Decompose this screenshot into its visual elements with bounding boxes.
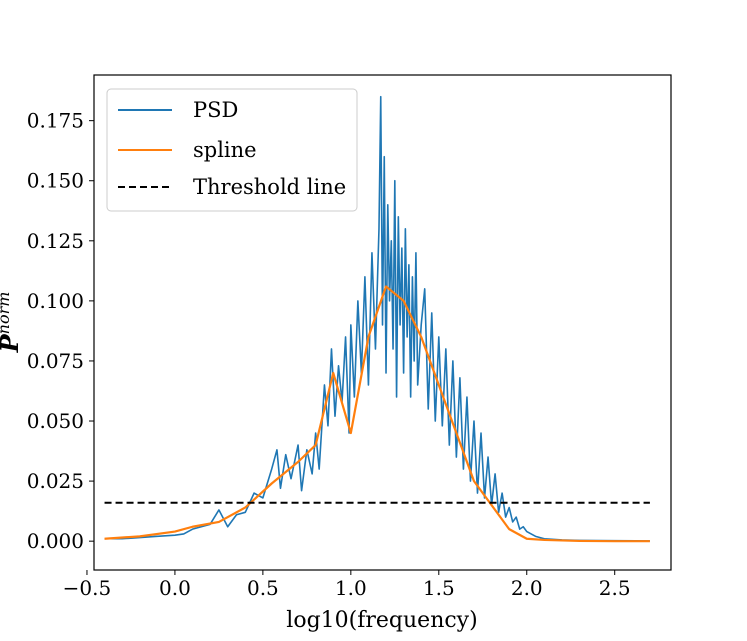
y-tick-label: 0.025 xyxy=(27,469,84,493)
legend-spline-label: spline xyxy=(193,138,257,162)
x-axis: −0.5 0.0 0.5 1.0 1.5 2.0 2.5 xyxy=(63,570,631,600)
x-tick-label: 0.0 xyxy=(159,576,191,600)
y-tick-label: 0.100 xyxy=(27,289,84,313)
y-tick-label: 0.175 xyxy=(27,109,84,133)
y-tick-label: 0.050 xyxy=(27,409,84,433)
series-spline xyxy=(104,285,650,543)
x-tick-label: 2.0 xyxy=(511,576,543,600)
y-tick-label: 0.075 xyxy=(27,349,84,373)
x-tick-label: 1.0 xyxy=(335,576,367,600)
y-axis-label-superscript: norm xyxy=(0,292,13,335)
series-layer xyxy=(104,95,650,543)
x-axis-label: log10(frequency) xyxy=(286,608,477,633)
y-axis: 0.000 0.025 0.050 0.075 0.100 0.125 0.150 0.175 xyxy=(27,109,94,553)
x-tick-label: 0.5 xyxy=(247,576,279,600)
legend-psd-label: PSD xyxy=(193,98,238,122)
y-tick-label: 0.000 xyxy=(27,529,84,553)
legend-threshold-label: Threshold line xyxy=(193,175,346,199)
y-axis-label-base: P xyxy=(0,333,24,353)
legend: PSD spline Threshold line xyxy=(106,88,358,212)
plot-frame xyxy=(93,74,672,571)
y-tick-label: 0.150 xyxy=(27,169,84,193)
x-tick-label: −0.5 xyxy=(63,576,112,600)
x-tick-label: 2.5 xyxy=(599,576,631,600)
y-tick-label: 0.125 xyxy=(27,229,84,253)
x-tick-label: 1.5 xyxy=(423,576,455,600)
plot-area xyxy=(93,74,672,571)
legend-box xyxy=(106,88,358,212)
series-psd xyxy=(104,95,650,542)
y-axis-label-group: Pnorm xyxy=(0,292,24,354)
y-axis-label: Pnorm xyxy=(0,292,24,354)
